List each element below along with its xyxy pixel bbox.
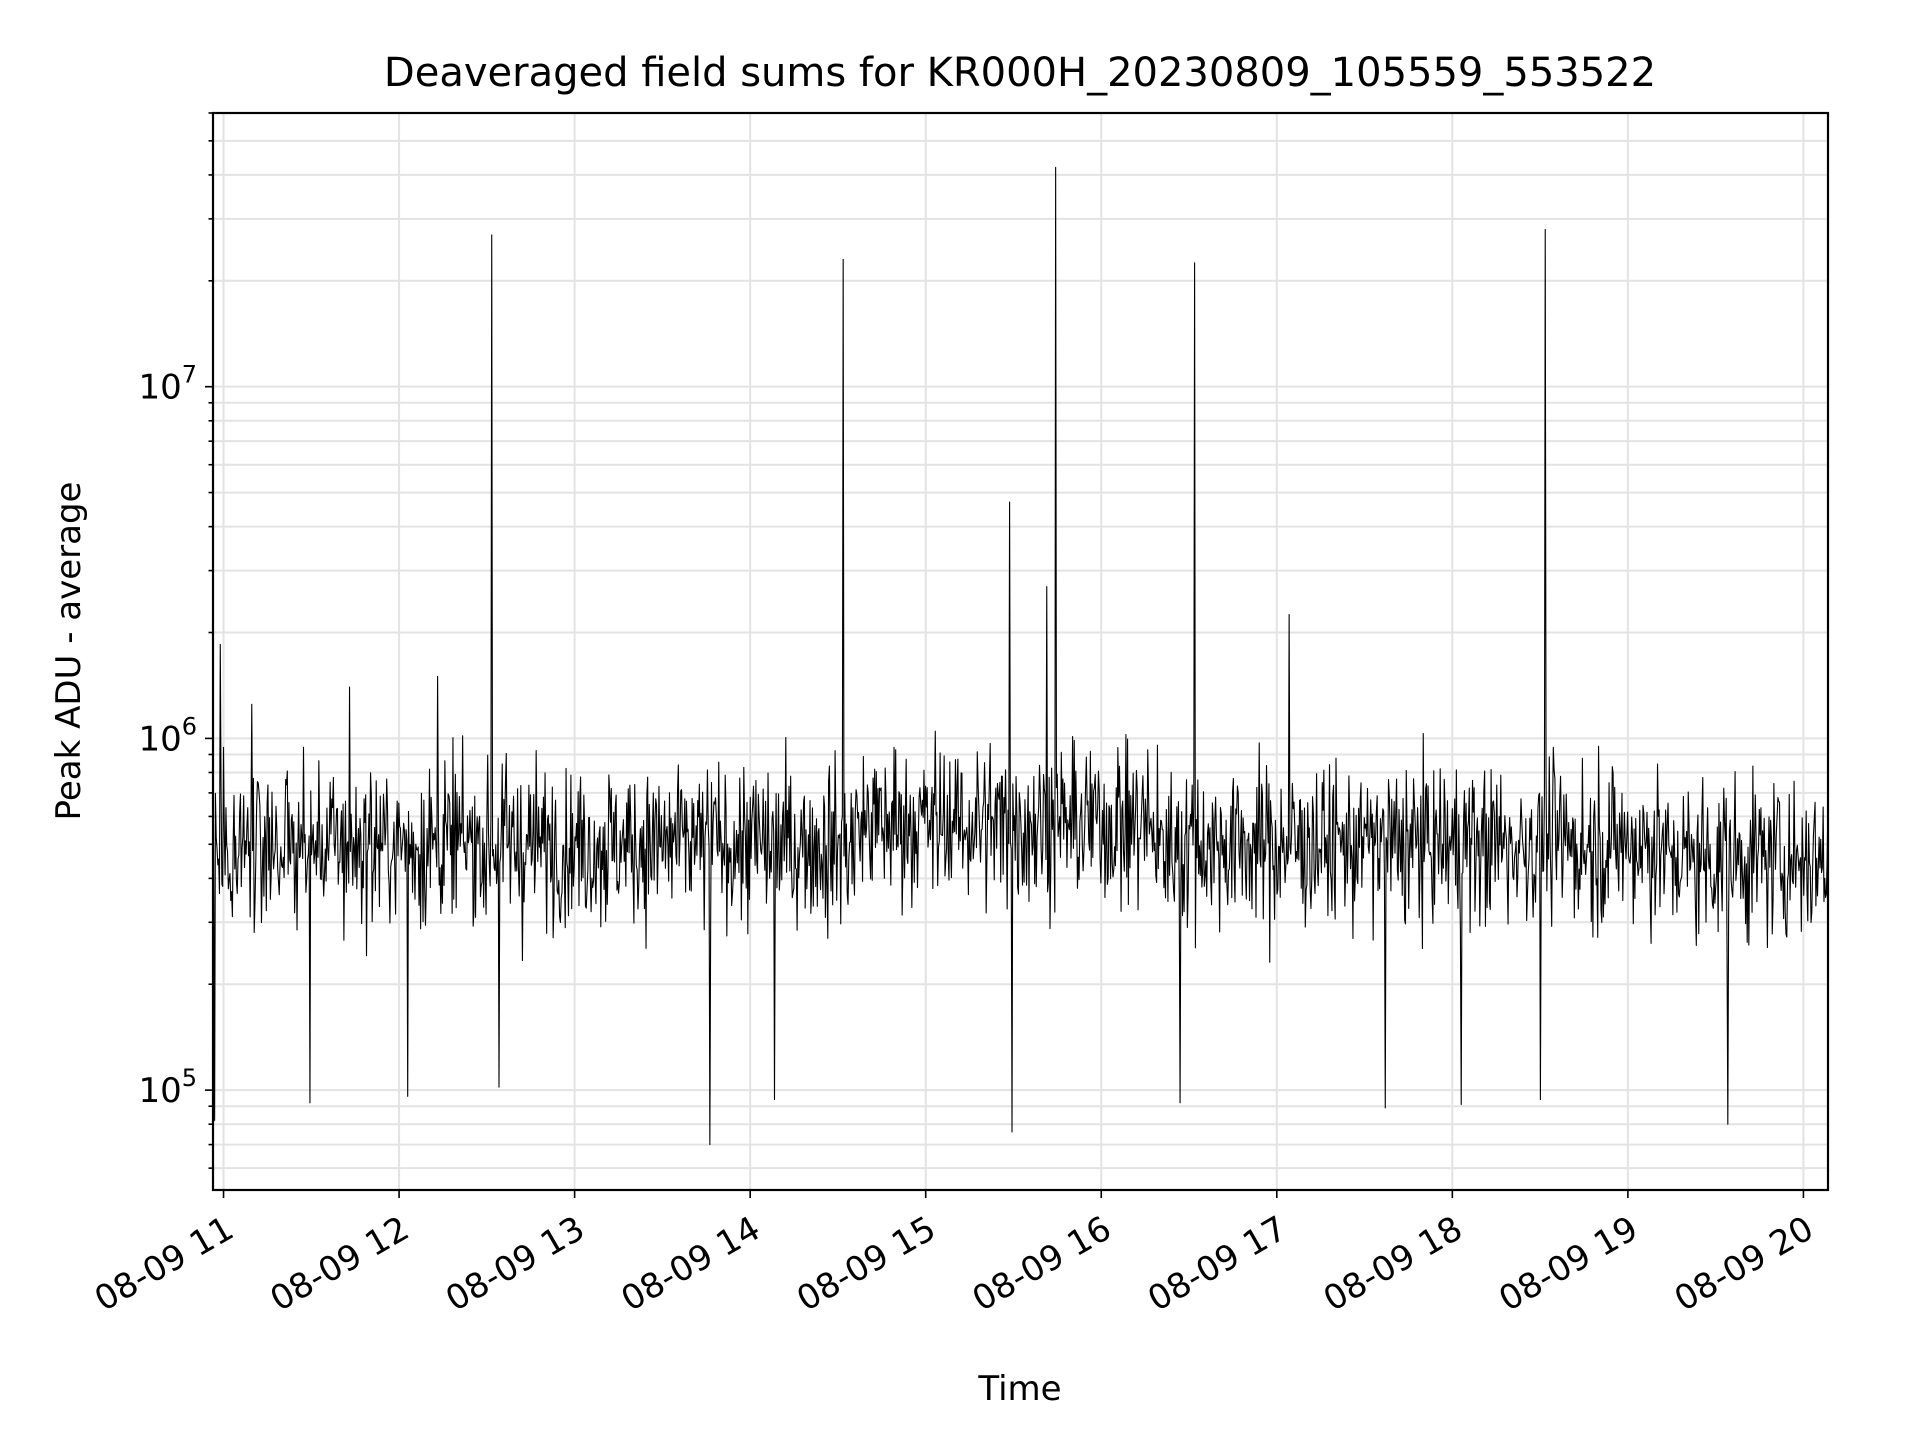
y-axis-label: Peak ADU - average (49, 482, 89, 821)
series-layer (212, 166, 1829, 1146)
y-tick-label: 106 (138, 712, 197, 759)
chart-title: Deaveraged field sums for KR000H_2023080… (384, 50, 1656, 96)
x-axis-label: Time (977, 1369, 1061, 1409)
plot-frame (211, 111, 1830, 1192)
y-axis: 105 106 107 (138, 112, 213, 1169)
y-tick-label: 107 (138, 361, 197, 408)
y-tick-label: 105 (138, 1064, 197, 1111)
series-line (212, 166, 1829, 1146)
